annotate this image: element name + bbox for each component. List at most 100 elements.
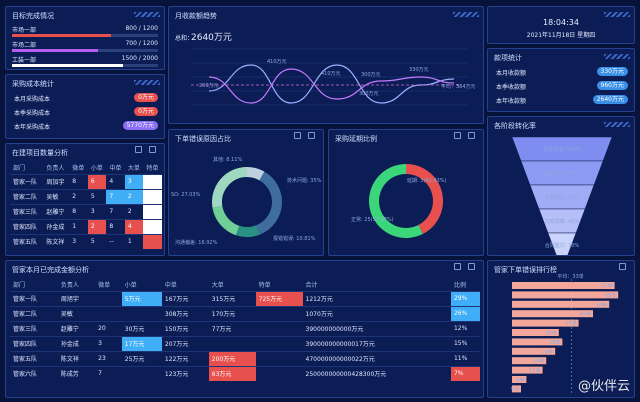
panel-decoration bbox=[604, 54, 630, 59]
project-cell bbox=[143, 174, 162, 189]
project-header-cell[interactable]: 中单 bbox=[109, 165, 122, 173]
delay-panel: 采购延期比例 延期: 3(42.43%) 正常: 25(57.57%) bbox=[328, 129, 484, 256]
project-cell bbox=[143, 189, 162, 204]
rank-bar-label: 45单 bbox=[580, 311, 591, 318]
error-slice bbox=[212, 167, 248, 208]
monthly-cell: 管家三队 bbox=[13, 326, 38, 333]
export-icon[interactable] bbox=[294, 132, 301, 139]
error-label: SO: 27.03% bbox=[171, 192, 201, 198]
project-cell: 管家三队 bbox=[13, 209, 38, 216]
monthly-cell: 30万元 bbox=[124, 326, 145, 333]
monthly-header-cell[interactable]: 部门 bbox=[13, 282, 26, 290]
target-row-label: 工装一部 bbox=[12, 57, 37, 64]
project-cell: 3 bbox=[72, 238, 77, 246]
error-donut: 其他: 8.11% SO: 27.03% 沟通偏差: 16.92% 报错错误: 10.… bbox=[171, 156, 322, 246]
cost-row-label: 本年采购成本 bbox=[14, 124, 51, 131]
project-header-cell[interactable]: 特单 bbox=[146, 165, 159, 173]
monthly-cell bbox=[122, 366, 162, 381]
target-panel: 目标完成情况 市场一部 800 / 1200 市场二部 700 / 1200 工装一部 1… bbox=[5, 6, 165, 70]
funnel-stage-label: 量房设计: 80% bbox=[545, 170, 580, 177]
monthly-cell: 390000000000017万元 bbox=[305, 341, 375, 348]
more-icon[interactable] bbox=[468, 132, 475, 139]
rank-bar-label: 28单 bbox=[549, 339, 560, 346]
error-panel-title: 下单错误原因占比 bbox=[175, 135, 231, 143]
rank-bar-label: 8单 bbox=[516, 377, 524, 384]
rank-bar-label: 59单 bbox=[605, 292, 616, 299]
funnel-stage-label: 合同签订: 30% bbox=[545, 242, 580, 249]
project-cell: 4 bbox=[109, 178, 114, 185]
monthly-header-cell[interactable]: 小单 bbox=[124, 282, 137, 290]
monthly-row[interactable]: 管家四队 孙金成 3 17万元 207万元 390000000000017万元 15% bbox=[10, 336, 480, 351]
monthly-row[interactable]: 管家一队 周旭宇 5万元 167万元 315万元 725万元 1212万元 29% bbox=[10, 291, 480, 306]
project-cell: 3 bbox=[90, 208, 95, 215]
project-header-cell[interactable]: 负责人 bbox=[46, 165, 65, 173]
project-header-cell[interactable]: 小单 bbox=[90, 165, 103, 173]
monthly-cell bbox=[256, 351, 303, 366]
receipt-row-label: 本季收款额 bbox=[496, 84, 527, 91]
export-icon[interactable] bbox=[454, 263, 461, 270]
monthly-cell: 122万元 bbox=[164, 356, 189, 363]
project-cell: 孙金成 bbox=[46, 224, 65, 231]
monthly-cell: 308万元 bbox=[164, 311, 189, 318]
project-cell: 3 bbox=[124, 174, 144, 189]
funnel-panel: 各阶段转化率 初步洽谈: 100% 量房设计: 80% 方案确认: 60% 方案预算:… bbox=[487, 116, 635, 256]
watermark: @伙伴云 bbox=[577, 379, 630, 394]
trend-point-label: 300万元 bbox=[359, 91, 379, 97]
monthly-cell: 11% bbox=[453, 355, 468, 362]
target-panel-title: 目标完成情况 bbox=[12, 12, 54, 20]
clock-panel: 18:04:34 2021年11月18日 星期四 bbox=[487, 6, 635, 44]
project-cell: 4 bbox=[124, 219, 144, 234]
project-row[interactable]: 管家四队 孙金成 1 2 8 4 bbox=[10, 219, 162, 234]
project-cell: 2 bbox=[72, 193, 77, 200]
monthly-header-cell[interactable]: 比例 bbox=[453, 282, 466, 290]
export-icon[interactable] bbox=[619, 263, 626, 270]
monthly-cell bbox=[95, 291, 122, 306]
project-cell: 6 bbox=[87, 174, 107, 189]
export-icon[interactable] bbox=[135, 146, 142, 153]
rank-bar bbox=[512, 357, 547, 365]
monthly-cell: 15% bbox=[453, 340, 468, 347]
panel-decoration bbox=[134, 12, 160, 17]
monthly-cell: 吴敏 bbox=[60, 311, 73, 318]
project-panel: 在建项目数量分析 部门 负责人 微单 小单 中单 大单 特单 管家一队 周加宇 8 6 4 3 管家二队吴… bbox=[5, 143, 165, 256]
more-icon[interactable] bbox=[468, 263, 475, 270]
project-header-cell[interactable]: 大单 bbox=[127, 165, 140, 173]
project-header-cell[interactable]: 微单 bbox=[72, 165, 85, 173]
monthly-header-cell[interactable]: 合计 bbox=[305, 282, 318, 290]
monthly-cell bbox=[122, 306, 162, 321]
monthly-cell bbox=[256, 366, 303, 381]
rank-bar bbox=[512, 338, 563, 346]
monthly-row[interactable]: 管家二队 吴敏 308万元 170万元 1070万元 26% bbox=[10, 306, 480, 321]
monthly-cell: 26% bbox=[450, 306, 480, 321]
monthly-row[interactable]: 管家三队 赵雕宁 20 30万元 150万元 77万元 390000000000万元 12% bbox=[10, 321, 480, 336]
monthly-row[interactable]: 管家六队 陈成芳 7 123万元 63万元 250000000000428300万元 7% bbox=[10, 366, 480, 381]
monthly-header-cell[interactable]: 大单 bbox=[211, 282, 224, 290]
panel-decoration bbox=[604, 12, 630, 17]
monthly-cell: 管家六队 bbox=[13, 371, 38, 379]
project-row[interactable]: 管家三队 赵雕宁 8 3 7 2 bbox=[10, 204, 162, 219]
monthly-header-cell[interactable]: 特单 bbox=[258, 282, 271, 290]
project-row[interactable]: 管家一队 周加宇 8 6 4 3 bbox=[10, 174, 162, 189]
project-row[interactable]: 管家二队 吴敏 2 5 7 2 bbox=[10, 189, 162, 204]
project-cell: 陈文祥 bbox=[46, 239, 65, 247]
trend-point-label: 410万元 bbox=[321, 71, 341, 77]
project-row[interactable]: 管家五队 陈文祥 3 5 -- 1 bbox=[10, 234, 162, 249]
receipt-panel: 款项统计 本月收款额 330万元 本季收款额 960万元 本年收款额 2640万元 bbox=[487, 48, 635, 112]
target-progress-fill bbox=[12, 34, 112, 37]
monthly-cell: 207万元 bbox=[164, 341, 189, 348]
monthly-row[interactable]: 管家五队 陈文祥 23 25万元 122万元 200万元 470000000000022万元… bbox=[10, 351, 480, 366]
monthly-header-cell[interactable]: 微单 bbox=[98, 282, 111, 290]
project-cell: 7 bbox=[109, 208, 114, 215]
more-icon[interactable] bbox=[308, 132, 315, 139]
monthly-header-cell[interactable]: 负责人 bbox=[60, 282, 79, 290]
cost-panel: 采购成本统计 本月采购成本 0万元 本季采购成本 0万元 本年采购成本 5770万元 bbox=[5, 74, 165, 139]
monthly-header-cell[interactable]: 中单 bbox=[164, 282, 177, 290]
monthly-cell: 1212万元 bbox=[305, 296, 333, 303]
export-icon[interactable] bbox=[454, 132, 461, 139]
receipt-row-badge: 960万元 bbox=[596, 81, 628, 90]
trend-line-secondary bbox=[208, 68, 455, 104]
project-cell: 5 bbox=[90, 238, 95, 246]
more-icon[interactable] bbox=[149, 146, 156, 153]
project-header-cell[interactable]: 部门 bbox=[13, 165, 26, 173]
